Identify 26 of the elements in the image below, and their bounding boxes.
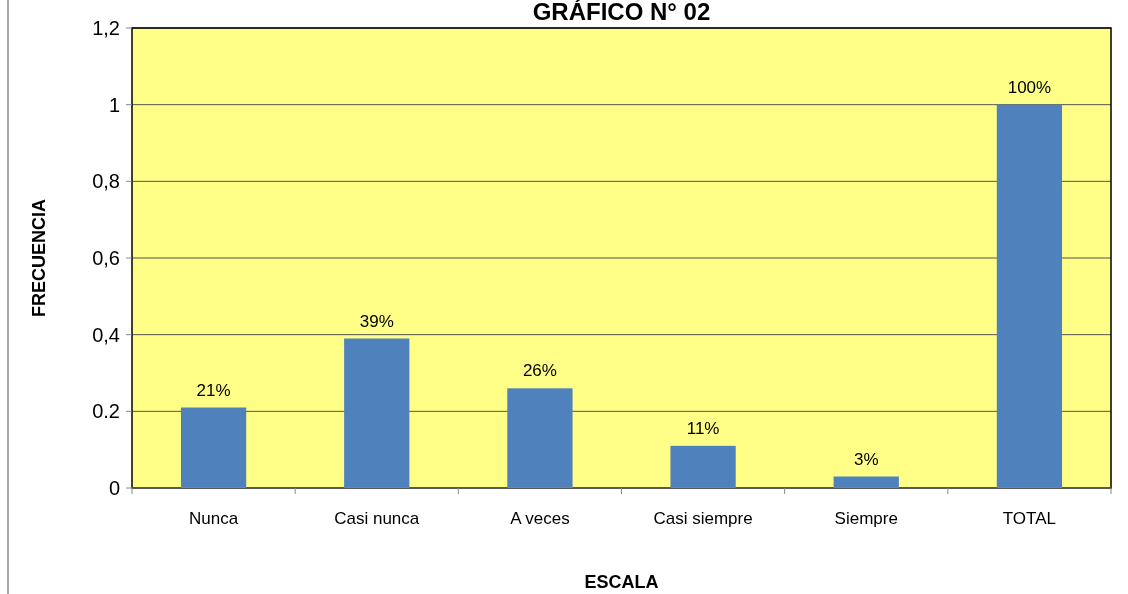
y-tick-label: 0,6 — [92, 247, 120, 269]
x-tick-label: TOTAL — [1002, 509, 1057, 528]
bar — [180, 407, 247, 488]
bar — [344, 338, 410, 488]
bar — [670, 445, 736, 488]
y-tick-label: 0 — [108, 477, 120, 499]
bar — [996, 104, 1063, 488]
data-label: 26% — [522, 361, 557, 381]
x-tick-label: Nunca — [189, 509, 239, 528]
x-tick-label: Casi siempre — [653, 509, 753, 528]
y-axis-title: FRECUENCIA — [29, 198, 49, 318]
y-tick-label: 0,8 — [92, 170, 120, 193]
data-label: 39% — [359, 311, 394, 331]
data-label: 11% — [686, 418, 720, 438]
y-tick-label: 0.2 — [92, 400, 120, 423]
data-label: 21% — [196, 380, 231, 400]
x-tick-label: Siempre — [834, 509, 898, 528]
y-tick-label: 1,2 — [92, 17, 120, 39]
y-tick-label: 0,4 — [92, 323, 120, 346]
x-tick-label: Casi nunca — [334, 509, 420, 528]
y-tick-label: 1 — [108, 93, 120, 116]
data-label: 3% — [853, 449, 879, 469]
bar — [507, 388, 573, 488]
data-label: 100% — [1007, 77, 1052, 97]
x-axis-title: ESCALA — [584, 572, 659, 592]
x-tick-label: A veces — [510, 509, 570, 528]
